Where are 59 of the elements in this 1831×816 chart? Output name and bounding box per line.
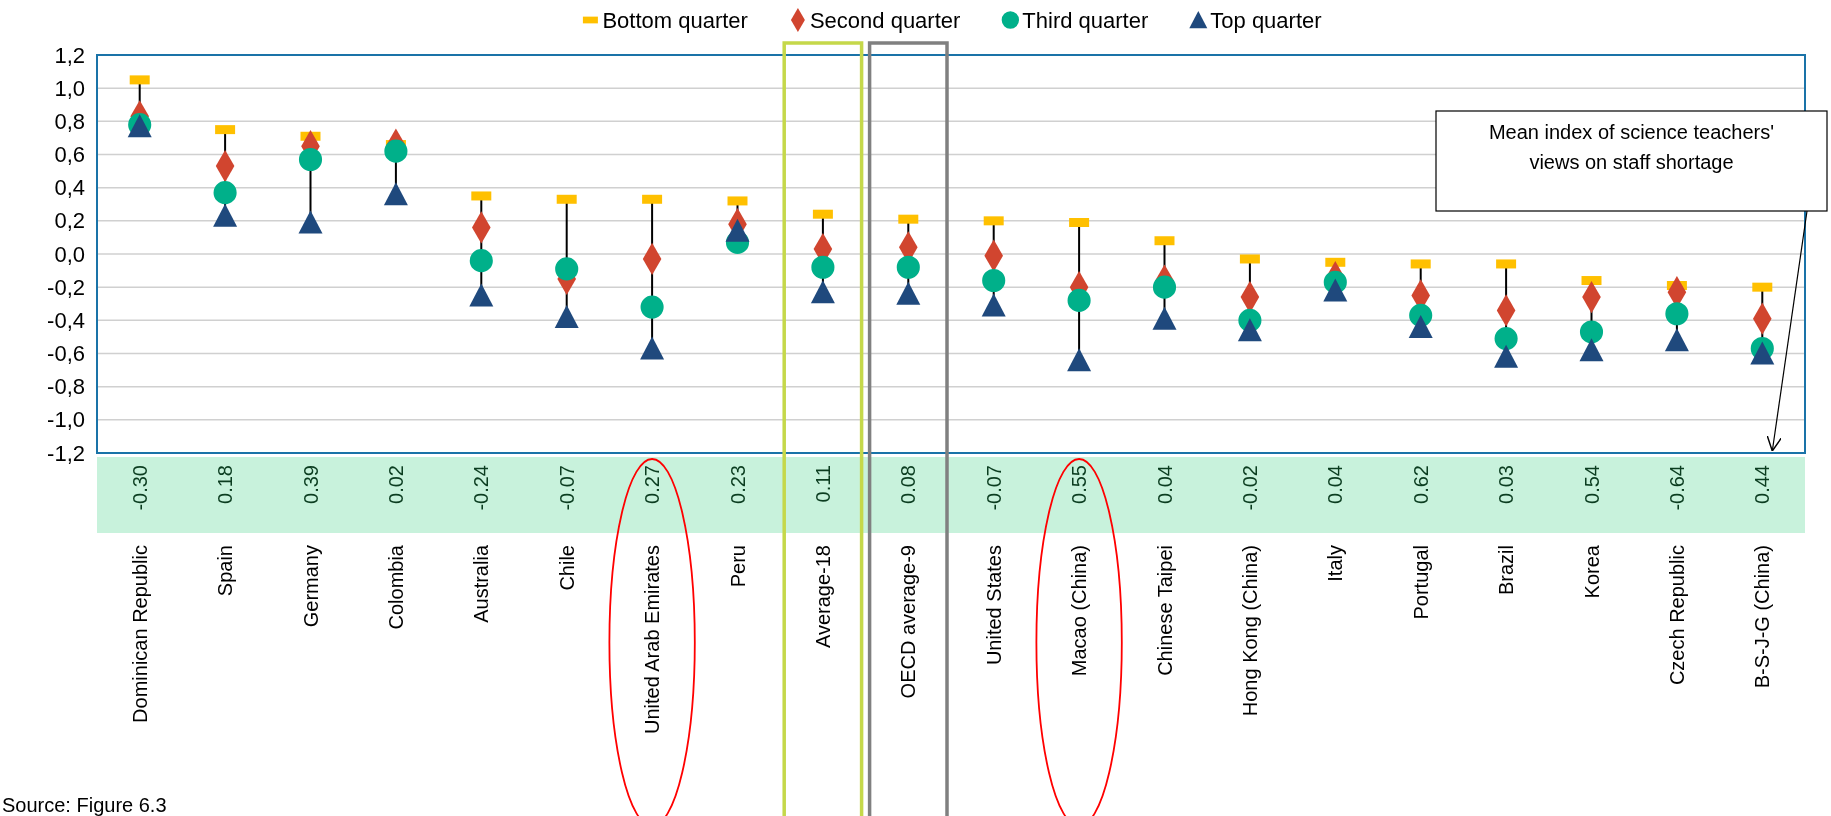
legend-label: Top quarter <box>1210 8 1322 33</box>
y-tick-label: -0,2 <box>47 274 85 300</box>
x-tick-label: Average-18 <box>811 545 834 649</box>
x-tick-label: Chinese Taipei <box>1153 545 1176 676</box>
y-tick-label: 0,0 <box>54 241 85 267</box>
text: 0.02 <box>384 465 407 504</box>
text: -0.07 <box>555 465 578 511</box>
legend-label: Second quarter <box>809 8 961 33</box>
text: 0.04 <box>1153 465 1176 504</box>
x-tick-label: Italy <box>1324 545 1347 582</box>
y-tick-label: 0,6 <box>54 142 85 168</box>
text: 0.44 <box>1751 465 1774 504</box>
text: 0.04 <box>1324 465 1347 504</box>
text: 0.54 <box>1580 465 1603 504</box>
text: 0.27 <box>641 465 664 504</box>
x-tick-label: Spain <box>214 545 237 597</box>
y-tick-label: -1,2 <box>47 440 85 466</box>
annotation: Mean index of science teachers' views on staff shortage <box>1488 121 1775 173</box>
x-tick-label: Hong Kong (China) <box>1238 545 1261 717</box>
y-tick-label: 0,8 <box>54 108 85 134</box>
text: -0.02 <box>1238 465 1261 511</box>
y-tick-label: -0,6 <box>47 341 85 367</box>
y-tick-label: 1,2 <box>54 42 85 68</box>
text: 0.62 <box>1409 465 1432 504</box>
text: 0.55 <box>1068 465 1091 504</box>
x-tick-label: B-S-J-G (China) <box>1751 545 1774 689</box>
legend-label: Third quarter <box>1022 8 1149 33</box>
x-tick-label: Colombia <box>384 544 407 630</box>
text: 0.08 <box>897 465 920 504</box>
y-tick-label: 0,4 <box>54 175 85 201</box>
x-tick-label: United Arab Emirates <box>641 545 664 734</box>
x-tick-label: Germany <box>299 545 322 628</box>
x-tick-label: Korea <box>1580 544 1603 599</box>
source-note: Source: Figure 6.3 <box>2 794 167 816</box>
x-tick-label: Peru <box>726 545 749 588</box>
y-tick-label: 0,2 <box>54 208 85 234</box>
y-tick-label: 1,0 <box>54 75 85 101</box>
text: 0.39 <box>299 465 322 504</box>
x-tick-label: Dominican Republic <box>128 545 151 723</box>
text: -0.64 <box>1665 465 1688 511</box>
text: -0.24 <box>470 465 493 511</box>
x-tick-label: Australia <box>470 544 493 623</box>
x-tick-label: Portugal <box>1409 545 1432 620</box>
x-tick-label: Macao (China) <box>1068 545 1091 677</box>
legend-label: Bottom quarter <box>602 8 748 33</box>
y-tick-label: -0,4 <box>47 307 85 333</box>
x-tick-label: Czech Republic <box>1665 545 1688 686</box>
text: 0.11 <box>811 465 834 503</box>
text: 0.03 <box>1495 465 1518 504</box>
text: 0.18 <box>214 465 237 504</box>
y-tick-label: -0,8 <box>47 374 85 400</box>
text: -0.30 <box>128 465 151 511</box>
x-tick-label: Brazil <box>1495 545 1518 596</box>
text: -0.07 <box>982 465 1005 511</box>
x-tick-label: Chile <box>555 545 578 591</box>
text: 0.23 <box>726 465 749 504</box>
y-tick-label: -1,0 <box>47 407 85 433</box>
x-tick-label: OECD average-9 <box>897 545 920 699</box>
x-tick-label: United States <box>982 545 1005 666</box>
